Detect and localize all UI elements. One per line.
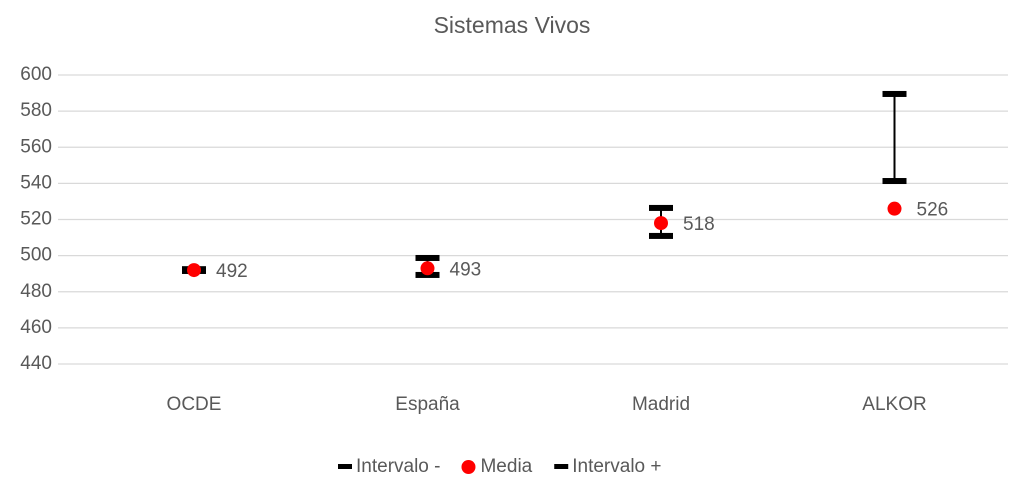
legend-label: Intervalo -: [356, 456, 440, 477]
interval-marker: [882, 178, 907, 185]
legend-symbol: [338, 464, 352, 469]
y-tick-label: 440: [20, 353, 52, 374]
data-label: 526: [917, 200, 949, 221]
x-tick-label: Madrid: [632, 394, 690, 415]
mean-point: [187, 263, 201, 278]
y-tick-label: 500: [20, 245, 52, 266]
y-tick-label: 600: [20, 64, 52, 85]
x-tick-label: España: [395, 394, 460, 415]
mean-point: [420, 261, 435, 276]
interval-marker: [649, 204, 673, 211]
y-tick-label: 580: [20, 100, 52, 121]
data-label: 493: [450, 259, 482, 280]
interval-marker: [882, 90, 907, 97]
legend-label: Intervalo +: [572, 456, 661, 477]
y-tick-label: 560: [20, 136, 52, 157]
mean-point: [654, 216, 668, 231]
interval-marker: [649, 232, 673, 239]
data-label: 492: [216, 261, 248, 282]
legend-label: Media: [480, 456, 532, 477]
y-tick-label: 460: [20, 317, 52, 338]
y-tick-label: 480: [20, 281, 52, 302]
x-tick-label: OCDE: [167, 394, 222, 415]
x-tick-label: ALKOR: [862, 394, 926, 415]
chart-title: Sistemas Vivos: [434, 12, 591, 38]
mean-point: [887, 201, 902, 216]
y-tick-label: 540: [20, 172, 52, 193]
legend-symbol: [461, 460, 476, 474]
data-label: 518: [683, 214, 715, 235]
interval-marker: [415, 254, 440, 261]
y-tick-label: 520: [20, 209, 52, 230]
legend-symbol: [554, 464, 569, 469]
